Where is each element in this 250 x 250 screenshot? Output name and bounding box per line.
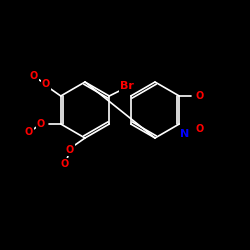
Text: N: N <box>180 129 189 139</box>
Text: O: O <box>195 124 203 134</box>
Text: O: O <box>66 145 74 155</box>
Text: O: O <box>42 79 50 89</box>
Text: O: O <box>37 119 45 129</box>
Text: O: O <box>25 127 33 137</box>
Text: O: O <box>61 159 69 169</box>
Text: O: O <box>195 91 203 101</box>
Text: Br: Br <box>120 81 134 91</box>
Text: O: O <box>30 71 38 81</box>
